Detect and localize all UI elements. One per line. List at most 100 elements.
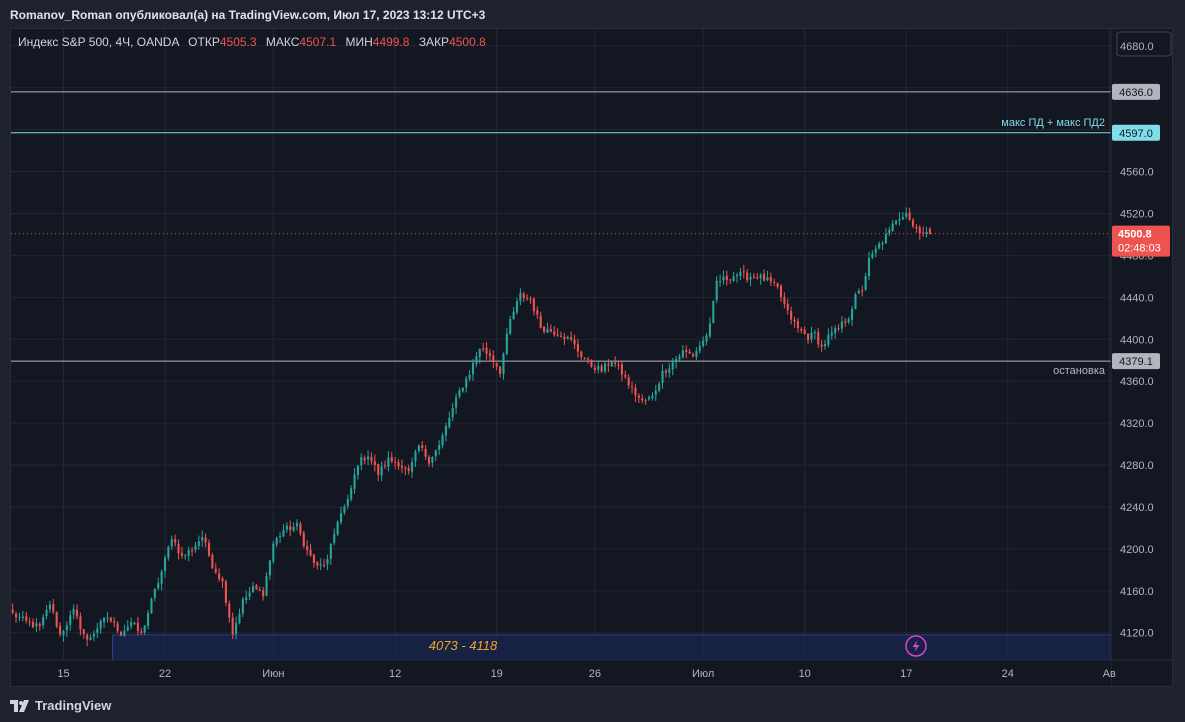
candle-body [492, 355, 495, 363]
candle [864, 272, 867, 292]
candle [675, 355, 678, 369]
candle [495, 362, 498, 371]
candle [383, 460, 387, 470]
candle [471, 358, 475, 381]
candle-body [779, 285, 783, 298]
candle-body [471, 363, 475, 375]
candle-body [675, 359, 678, 363]
candle [153, 588, 156, 602]
candle-body [116, 623, 119, 632]
scale-settings-box[interactable] [1116, 31, 1172, 57]
candle [752, 273, 755, 279]
candle [884, 228, 887, 244]
candle-body [123, 630, 126, 636]
candle-body [451, 407, 454, 418]
candle-body [191, 550, 194, 552]
y-tick-label: 4360.0 [1120, 376, 1154, 388]
candle-body [424, 448, 427, 457]
candle [360, 453, 363, 471]
candle-body [360, 456, 363, 466]
candle [543, 325, 546, 334]
candle [82, 628, 85, 639]
candle-body [566, 336, 569, 339]
legend-symbol: Индекс S&P 500, 4Ч, OANDA [18, 35, 179, 49]
candle [512, 306, 515, 320]
tradingview-logo[interactable]: TradingView [10, 698, 111, 713]
candle-body [400, 465, 403, 468]
candle [421, 441, 424, 452]
candle [201, 530, 204, 547]
candle-body [103, 617, 106, 622]
x-tick-label: 22 [159, 668, 171, 680]
candle [363, 455, 366, 465]
candle-body [231, 617, 234, 635]
candle-body [72, 609, 75, 615]
candle [685, 345, 688, 359]
candle [597, 360, 600, 374]
candle [214, 563, 217, 574]
candle-body [908, 212, 911, 220]
candle [28, 617, 31, 627]
candle [38, 622, 41, 631]
candle [11, 603, 14, 615]
candle-body [610, 362, 613, 367]
lightning-icon[interactable] [905, 635, 927, 657]
chart-frame[interactable]: 4073 - 4118 макс ПД + макс ПД2 остановка … [10, 28, 1173, 687]
candle-body [475, 356, 478, 364]
candle-body [925, 232, 928, 235]
time-scale-bg [11, 660, 1111, 686]
candle-body [109, 618, 112, 622]
candle [319, 558, 322, 571]
candle [140, 627, 143, 635]
candle [390, 452, 393, 464]
candle [316, 560, 319, 570]
candle [719, 274, 722, 287]
candle [309, 543, 312, 557]
candle [576, 338, 579, 358]
candle-body [458, 390, 461, 397]
candle [817, 327, 820, 349]
candle [329, 543, 332, 565]
candle-body [119, 632, 123, 636]
candle [333, 528, 336, 546]
candle [526, 294, 529, 301]
candle [905, 207, 908, 220]
candle [302, 530, 305, 548]
legend-high-value: 4507.1 [299, 35, 336, 49]
candle [96, 622, 99, 639]
candle [451, 402, 454, 422]
candle [691, 352, 695, 358]
candle [133, 621, 136, 626]
candle-body [482, 348, 485, 350]
candle-body [45, 609, 48, 617]
candle [742, 264, 745, 279]
candle-body [898, 218, 901, 221]
candle-body [319, 564, 322, 566]
candle-body [38, 623, 41, 626]
candles [11, 207, 931, 647]
candle [603, 362, 607, 374]
candle [224, 579, 227, 607]
legend-close-label: ЗАКР [419, 35, 449, 49]
candle-body [207, 542, 211, 556]
candle [72, 604, 75, 620]
candle [241, 596, 244, 617]
candle-body [89, 637, 92, 640]
hline-text-1: макс ПД + макс ПД2 [1001, 117, 1105, 129]
candle-body [847, 318, 850, 323]
candle-body [79, 616, 82, 630]
candle [482, 342, 485, 352]
candle-body [685, 349, 688, 352]
legend-low-value: 4499.8 [373, 35, 410, 49]
candle-body [719, 281, 722, 283]
candle [488, 349, 491, 363]
candle [373, 454, 376, 472]
candle-body [691, 354, 695, 357]
horizontal-lines: макс ПД + макс ПД2 остановка [11, 91, 1111, 377]
legend-low-label: МИН [345, 35, 372, 49]
candle-body [505, 333, 508, 355]
candle-body [529, 298, 532, 300]
y-axis: 4120.0 4160.0 4200.0 4240.0 4280.0 4320.0 4360… [1120, 41, 1154, 640]
candle [475, 351, 478, 368]
price-chart[interactable]: 4073 - 4118 макс ПД + макс ПД2остановка … [11, 29, 1172, 686]
